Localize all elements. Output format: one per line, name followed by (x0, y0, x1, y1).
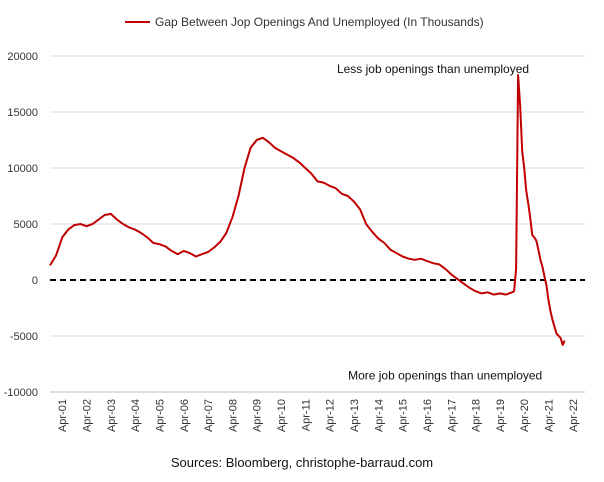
x-tick-label: Apr-01 (57, 399, 69, 432)
x-tick-label: Apr-02 (81, 399, 93, 432)
x-tick-label: Apr-12 (325, 399, 337, 432)
x-axis: Apr-01 Apr-02 Apr-03 Apr-04 Apr-05 Apr-06 Apr-… (50, 391, 585, 432)
x-tick-label: Apr-14 (373, 399, 385, 432)
x-tick-label: Apr-18 (471, 399, 483, 432)
x-tick-label: Apr-19 (495, 399, 507, 432)
y-tick-label: 5000 (14, 219, 38, 231)
y-tick-label: 10000 (7, 163, 38, 175)
x-tick-label: Apr-20 (519, 399, 531, 432)
annotation-less-openings: Less job openings than unemployed (337, 62, 529, 76)
x-tick-label: Apr-10 (276, 399, 288, 432)
y-tick-label: 20000 (7, 51, 38, 63)
x-tick-label: Apr-06 (179, 399, 191, 432)
grid-lines (50, 55, 585, 393)
x-tick-label: Apr-22 (568, 399, 580, 432)
source-note: Sources: Bloomberg, christophe-barraud.c… (171, 455, 433, 470)
y-axis: 20000 15000 10000 5000 0 -5000 -10000 (4, 51, 38, 399)
y-tick-label: -10000 (4, 387, 38, 399)
x-tick-label: Apr-17 (446, 399, 458, 432)
y-tick-label: -5000 (10, 331, 38, 343)
x-tick-label: Apr-04 (130, 399, 142, 432)
x-tick-label: Apr-11 (300, 399, 312, 431)
y-tick-label: 0 (32, 275, 38, 287)
y-tick-label: 15000 (7, 107, 38, 119)
legend-label: Gap Between Jop Openings And Unemployed … (155, 15, 484, 29)
x-tick-label: Apr-05 (154, 399, 166, 432)
x-tick-label: Apr-09 (252, 399, 264, 432)
x-tick-label: Apr-15 (398, 399, 410, 432)
x-tick-label: Apr-13 (349, 399, 361, 432)
legend: Gap Between Jop Openings And Unemployed … (125, 15, 484, 29)
x-tick-label: Apr-08 (227, 399, 239, 432)
x-tick-label: Apr-03 (106, 399, 118, 432)
x-tick-label: Apr-16 (422, 399, 434, 432)
x-tick-label: Apr-21 (544, 399, 556, 432)
annotation-more-openings: More job openings than unemployed (348, 369, 542, 383)
x-tick-label: Apr-07 (203, 399, 215, 432)
series-line (49, 74, 566, 346)
